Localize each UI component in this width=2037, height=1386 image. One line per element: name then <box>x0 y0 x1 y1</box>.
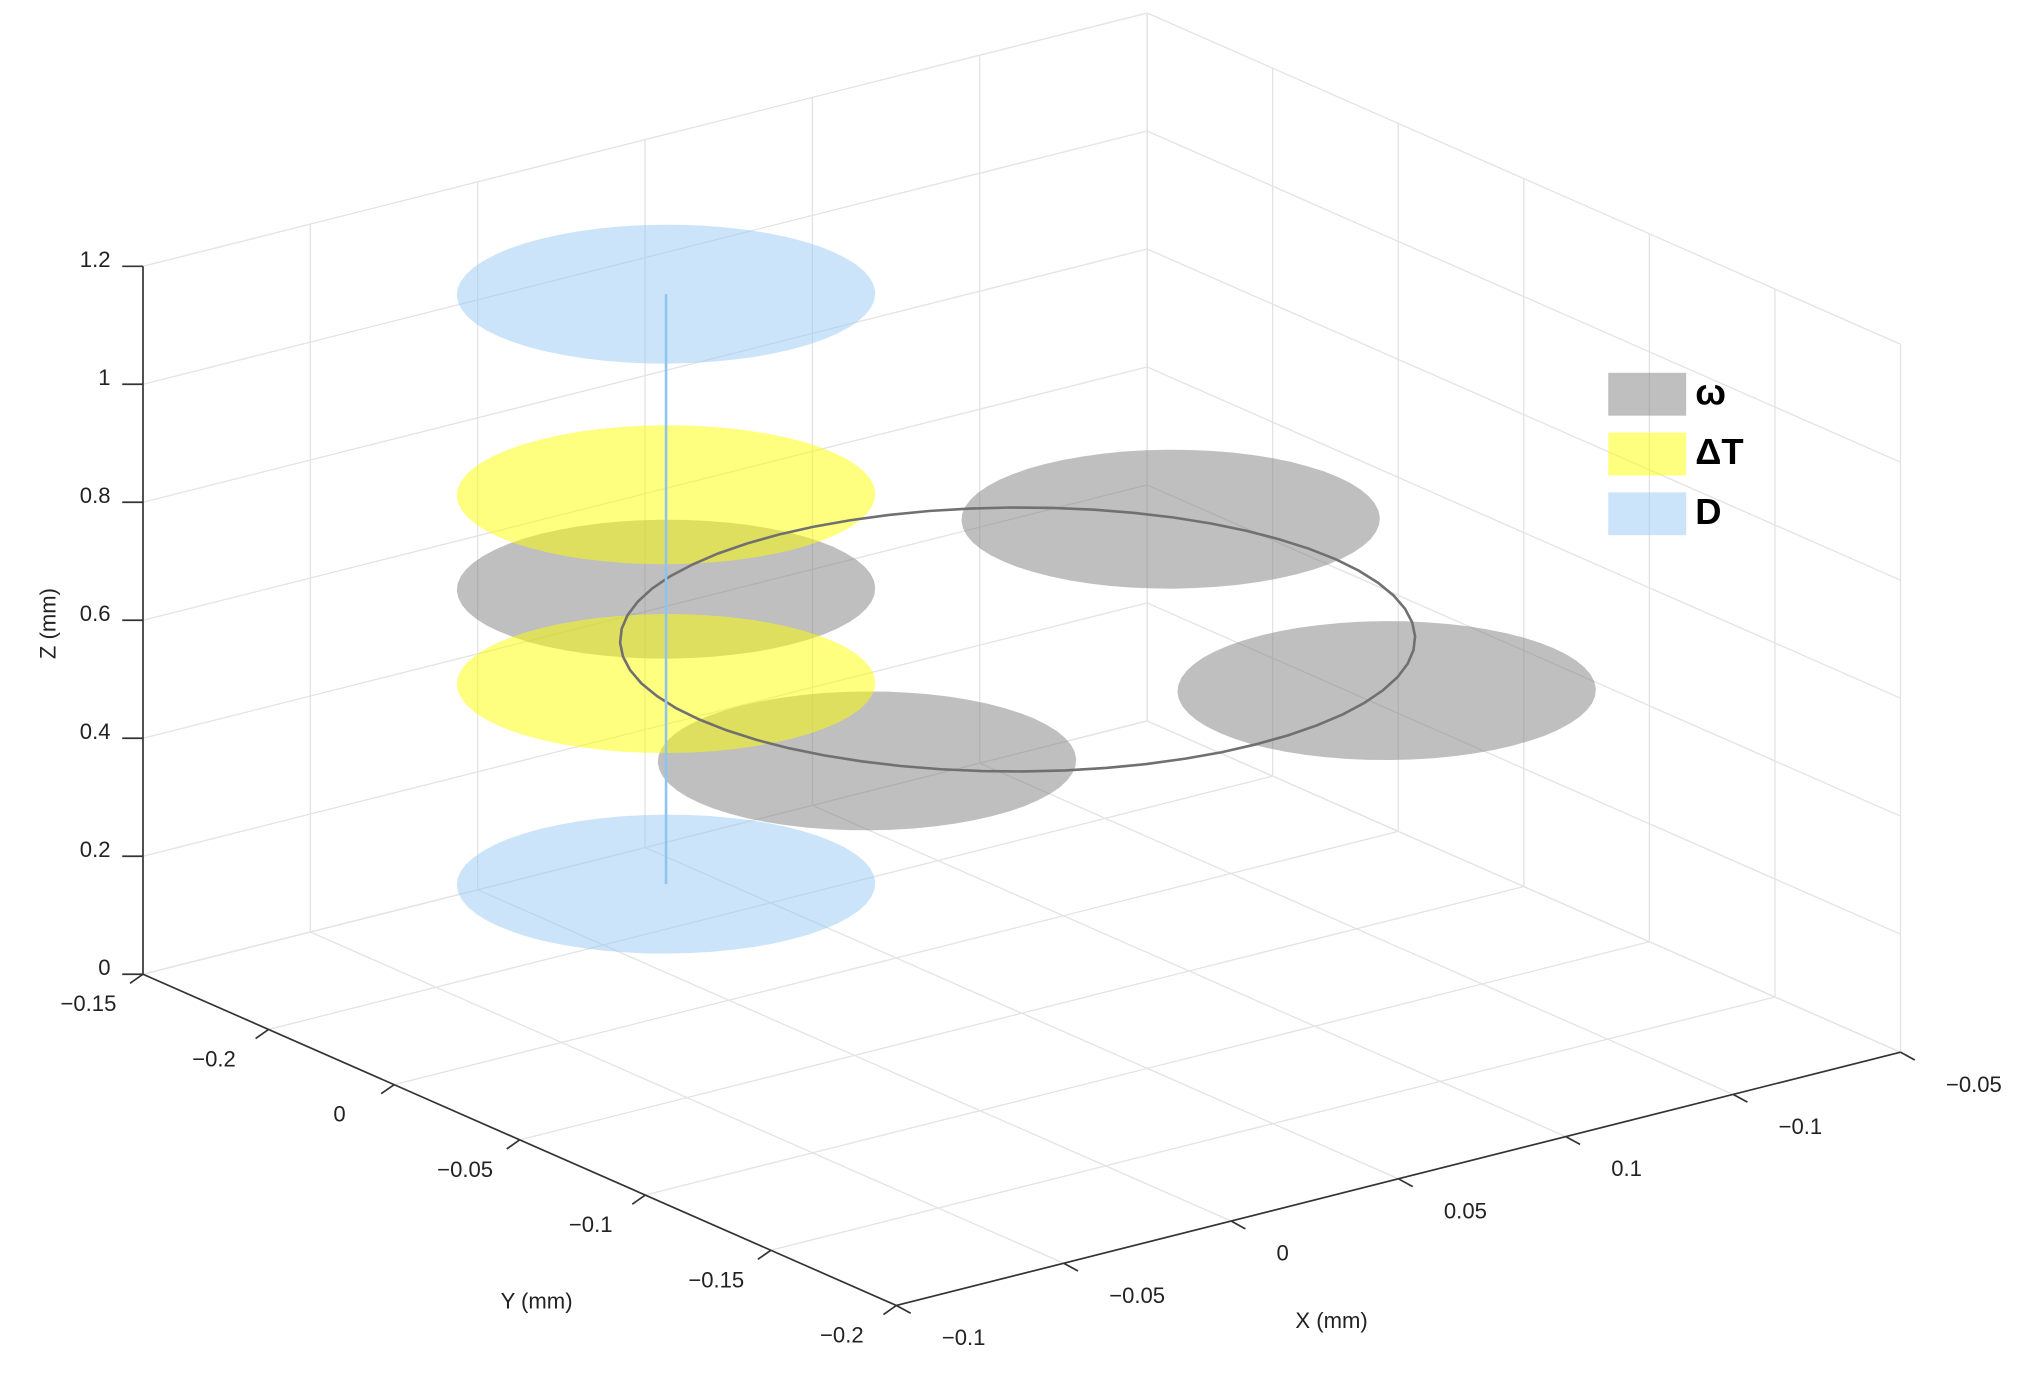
legend-swatch <box>1608 492 1687 536</box>
y-tick-label: −0.15 <box>61 991 117 1016</box>
grid-line <box>1146 130 1901 463</box>
z-tick-label: 1.2 <box>80 247 111 272</box>
y-tick-label: −0.1 <box>569 1212 613 1237</box>
grid-line <box>645 941 1650 1196</box>
y-tick-label: −0.2 <box>820 1322 864 1347</box>
grid-line <box>1146 12 1901 345</box>
grid-line <box>1146 248 1901 581</box>
z-tick-label: 0.2 <box>80 837 111 862</box>
y-tick-label: −0.2 <box>192 1046 236 1071</box>
y-tick-label: −0.15 <box>688 1267 744 1292</box>
z-tick-label: 0.8 <box>80 483 111 508</box>
disk <box>1177 621 1596 761</box>
x-tick <box>1900 1051 1916 1061</box>
x-axis-label: X (mm) <box>1295 1308 1367 1333</box>
y-axis-label: Y (mm) <box>501 1289 573 1314</box>
z-tick-label: 0 <box>98 955 110 980</box>
y-tick <box>882 1304 897 1316</box>
x-tick <box>895 1304 912 1314</box>
z-tick-label: 1 <box>98 365 110 390</box>
disk <box>456 224 876 364</box>
grid-line <box>519 885 1524 1141</box>
z-axis-label: Z (mm) <box>35 588 60 659</box>
x-tick-label: −0.1 <box>942 1325 986 1350</box>
grid-line <box>142 248 1148 503</box>
x-tick-label: 0.05 <box>1444 1198 1487 1223</box>
x-tick <box>1398 1178 1414 1188</box>
z-tick-label: 0.6 <box>80 601 111 626</box>
disk <box>961 449 1380 589</box>
x-tick-label: 0 <box>1277 1241 1289 1266</box>
grid-line <box>142 12 1148 267</box>
ring <box>618 506 1417 773</box>
legend-label: ω <box>1695 371 1726 412</box>
legend-label: ΔT <box>1695 431 1743 472</box>
grid-line <box>1146 366 1901 699</box>
z-tick-label: 0.4 <box>80 719 111 744</box>
x-tick <box>1230 1220 1246 1230</box>
grid-line <box>1146 720 1901 1053</box>
x-tick-label: 0.1 <box>1611 1156 1642 1181</box>
y-tick <box>757 1249 772 1261</box>
x-tick-label: −0.05 <box>1946 1072 2002 1097</box>
y-tick <box>255 1028 270 1040</box>
x-tick <box>1732 1093 1748 1103</box>
grid-line <box>770 996 1776 1251</box>
y-tick-label: 0 <box>333 1102 345 1127</box>
grid-line <box>393 830 1399 1086</box>
y-tick <box>380 1083 395 1095</box>
legend-label: D <box>1695 491 1721 532</box>
x-tick <box>1565 1135 1581 1146</box>
x-tick-label: −0.1 <box>1779 1114 1823 1139</box>
x-tick-label: −0.05 <box>1109 1283 1165 1308</box>
y-tick <box>631 1194 646 1205</box>
y-tick <box>129 973 144 985</box>
legend-swatch <box>1608 372 1687 416</box>
y-tick <box>506 1139 521 1150</box>
x-tick <box>1063 1262 1079 1272</box>
legend-swatch <box>1608 432 1687 476</box>
y-tick-label: −0.05 <box>437 1157 493 1182</box>
